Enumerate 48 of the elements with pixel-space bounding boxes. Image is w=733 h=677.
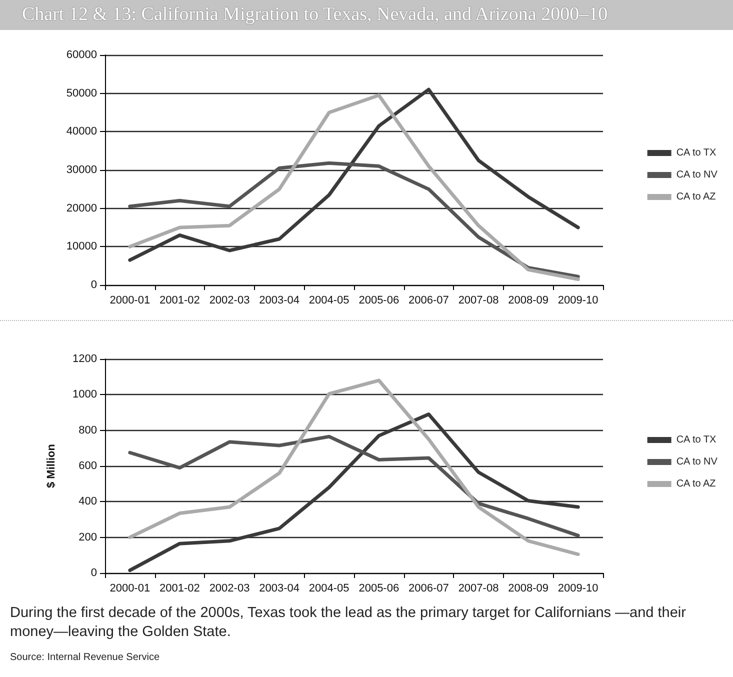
- legend-label: CA to AZ: [676, 478, 716, 490]
- x-tick-label: 2003-04: [259, 582, 300, 594]
- y-tick-label: 50000: [66, 87, 97, 100]
- y-tick-label: 10000: [66, 240, 97, 253]
- y-tick-label: 200: [78, 531, 97, 544]
- y-tick-label: 600: [78, 460, 97, 472]
- y-tick-label: 1200: [72, 353, 97, 365]
- y-tick-label: 60000: [66, 49, 97, 61]
- line-series: [128, 378, 580, 556]
- y-tick-label: 30000: [66, 164, 97, 176]
- y-tick-label: 0: [90, 279, 97, 291]
- legend-label: CA to TX: [676, 434, 716, 446]
- y-tick-label: 400: [78, 496, 97, 508]
- x-tick-label: 2001-02: [160, 582, 200, 594]
- x-tick-label: 2007-08: [458, 582, 499, 594]
- text: During the first decade of the 2000s, Texas took the lead as the primary target for Californians —and their money—leaving the Golden State.: [10, 604, 687, 642]
- y-tick-label: 1000: [72, 388, 97, 401]
- x-tick-label: 2000-01: [110, 294, 150, 306]
- x-tick-label: 2009-10: [558, 294, 598, 306]
- x-tick-label: 2004-05: [308, 294, 350, 306]
- x-tick-label: 2003-04: [259, 294, 300, 306]
- x-tick-label: 2007-08: [458, 294, 499, 306]
- x-tick-label: 2000-01: [110, 582, 150, 594]
- line-series: [128, 434, 580, 538]
- x-tick-label: 2004-05: [308, 582, 350, 594]
- legend-label: CA to TX: [676, 148, 716, 158]
- legend-label: CA to NV: [676, 456, 718, 468]
- chart-title: Chart 12 & 13: California Migration to Texas, Nevada, and Arizona 2000–10: [0, 0, 733, 30]
- y-tick-label: 800: [78, 424, 97, 436]
- x-tick-label: 2005-06: [358, 582, 400, 594]
- legend-label: CA to NV: [676, 170, 718, 180]
- x-tick-label: 2008-09: [508, 582, 548, 594]
- legend-label: CA to AZ: [676, 192, 716, 202]
- line-series: [128, 412, 580, 572]
- x-tick-label: 2008-09: [508, 294, 548, 306]
- x-tick-label: 2005-06: [358, 294, 400, 306]
- x-tick-label: 2001-02: [160, 294, 200, 306]
- x-tick-label: 2002-03: [209, 582, 250, 594]
- x-tick-label: 2002-03: [209, 294, 250, 306]
- source-note: Source: Internal Revenue Service: [10, 652, 161, 663]
- y-axis-title: $ Million: [46, 444, 58, 488]
- y-tick-label: 0: [90, 567, 97, 579]
- x-tick-label: 2006-07: [408, 582, 449, 594]
- y-tick-label: 40000: [66, 126, 97, 138]
- line-series: [128, 161, 580, 278]
- x-tick-label: 2009-10: [558, 582, 598, 594]
- x-tick-label: 2006-07: [408, 294, 449, 306]
- y-tick-label: 20000: [66, 202, 97, 214]
